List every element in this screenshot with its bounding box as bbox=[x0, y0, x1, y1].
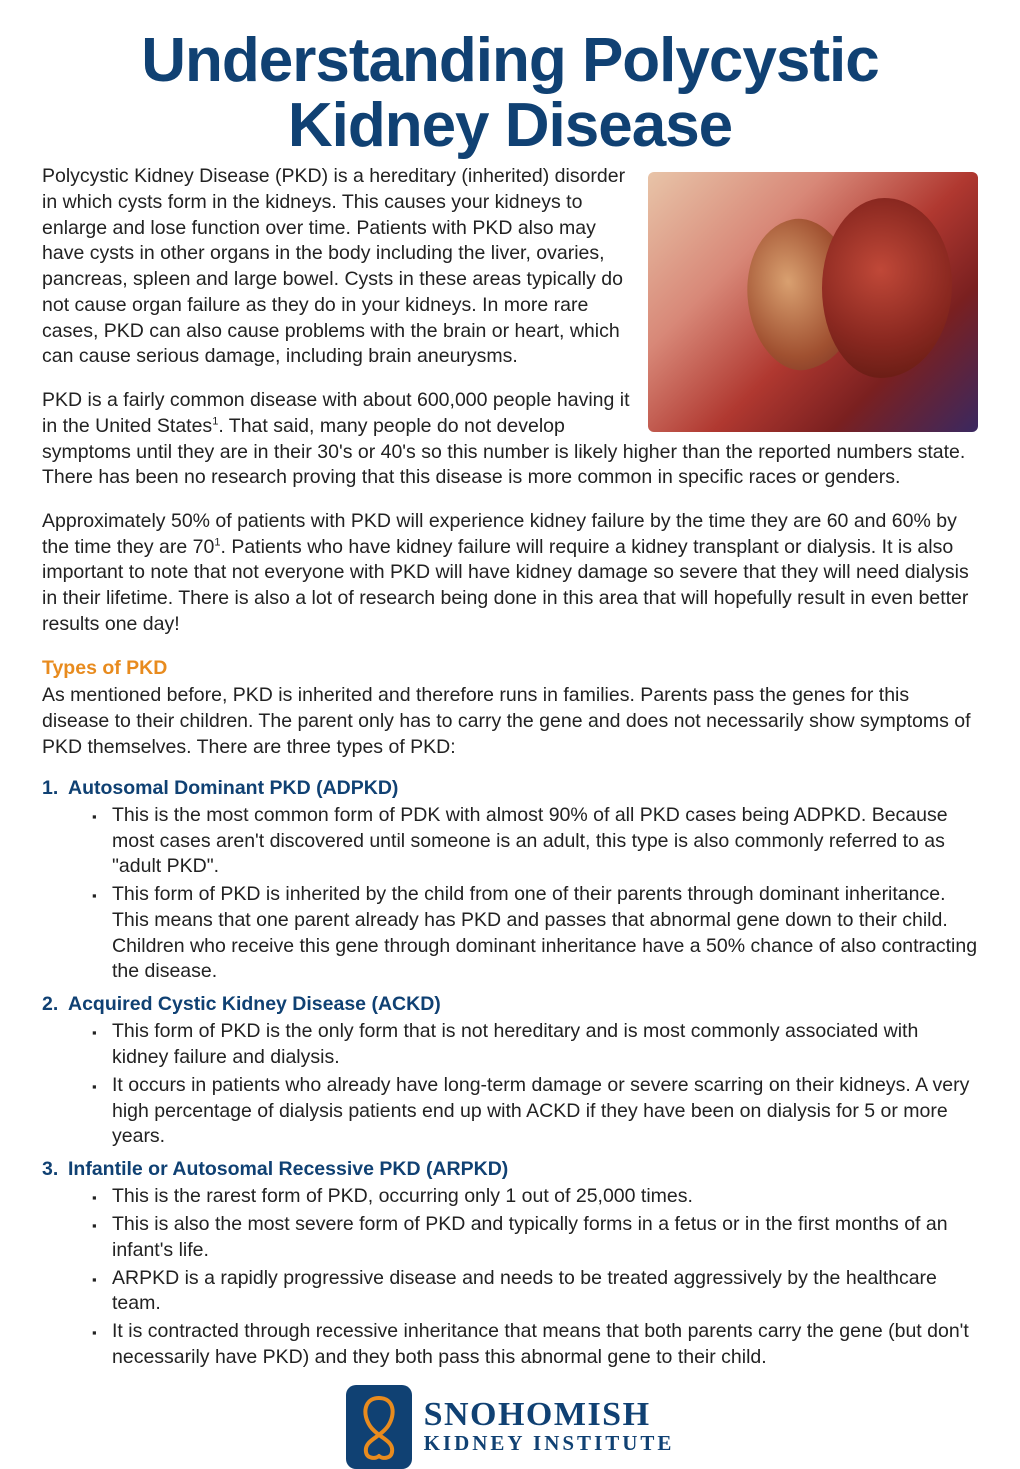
type-item-3: Infantile or Autosomal Recessive PKD (AR… bbox=[42, 1156, 978, 1370]
type-item-2: Acquired Cystic Kidney Disease (ACKD) Th… bbox=[42, 991, 978, 1150]
type-bullet: This form of PKD is inherited by the chi… bbox=[42, 882, 978, 985]
type-bullet: It is contracted through recessive inher… bbox=[42, 1319, 978, 1370]
type-bullet: This is the most common form of PDK with… bbox=[42, 803, 978, 880]
logo-text: SNOHOMISH KIDNEY INSTITUTE bbox=[424, 1398, 675, 1455]
type-bullet: This form of PKD is the only form that i… bbox=[42, 1019, 978, 1070]
type-heading: Autosomal Dominant PKD (ADPKD) bbox=[42, 775, 978, 801]
type-item-1: Autosomal Dominant PKD (ADPKD) This is t… bbox=[42, 775, 978, 985]
logo-mark-icon bbox=[346, 1385, 412, 1469]
logo-line-2: KIDNEY INSTITUTE bbox=[424, 1432, 675, 1455]
type-heading: Acquired Cystic Kidney Disease (ACKD) bbox=[42, 991, 978, 1017]
type-heading: Infantile or Autosomal Recessive PKD (AR… bbox=[42, 1156, 978, 1182]
type-bullet: This is also the most severe form of PKD… bbox=[42, 1212, 978, 1263]
type-bullet: It occurs in patients who already have l… bbox=[42, 1073, 978, 1150]
types-heading: Types of PKD bbox=[42, 656, 978, 682]
types-section: Types of PKD As mentioned before, PKD is… bbox=[42, 656, 978, 1371]
intro-section: Polycystic Kidney Disease (PKD) is a her… bbox=[42, 164, 978, 655]
types-list: Autosomal Dominant PKD (ADPKD) This is t… bbox=[42, 775, 978, 1371]
footer-logo: SNOHOMISH KIDNEY INSTITUTE bbox=[42, 1385, 978, 1469]
kidney-illustration bbox=[648, 172, 978, 432]
intro-paragraph-3: Approximately 50% of patients with PKD w… bbox=[42, 509, 978, 638]
logo-line-1: SNOHOMISH bbox=[424, 1398, 675, 1432]
page-title: Understanding Polycystic Kidney Disease bbox=[42, 28, 978, 158]
type-bullet: ARPKD is a rapidly progressive disease a… bbox=[42, 1266, 978, 1317]
types-intro: As mentioned before, PKD is inherited an… bbox=[42, 683, 978, 760]
type-bullet: This is the rarest form of PKD, occurrin… bbox=[42, 1184, 978, 1210]
